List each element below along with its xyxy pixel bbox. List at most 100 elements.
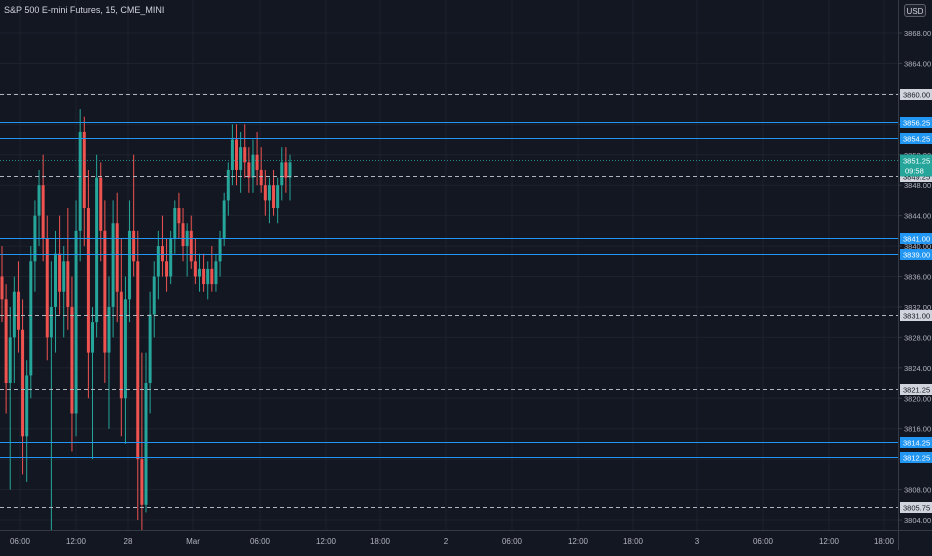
candle-body (251, 154, 255, 178)
candle-body (247, 162, 251, 178)
candle-body (235, 139, 239, 170)
candle-body (66, 261, 70, 307)
chart-pane[interactable]: S&P 500 E-mini Futures, 15, CME_MINI (0, 0, 898, 530)
candle-body (197, 268, 201, 277)
axis-corner (898, 530, 932, 550)
candle-body (152, 276, 156, 315)
price-tick-label: 3868.00 (904, 29, 931, 38)
price-level-label: 3856.25 (903, 119, 930, 128)
candle-body (82, 131, 86, 209)
candle-body (16, 291, 20, 330)
candle-body (74, 230, 78, 414)
candle-body (119, 291, 123, 399)
candle-body (86, 208, 90, 353)
candle-body (25, 375, 29, 437)
candle-body (53, 253, 57, 307)
price-tick-label: 3832.00 (904, 303, 931, 312)
candle-body (230, 139, 234, 170)
price-tick-label: 3824.00 (904, 364, 931, 373)
price-tick-label: 3840.00 (904, 242, 931, 251)
candle-body (107, 306, 111, 353)
time-axis-label: 12:00 (568, 537, 589, 546)
candle-body (226, 169, 230, 201)
candle-body (144, 383, 148, 505)
candle-body (280, 162, 284, 186)
candle-body (173, 208, 177, 239)
candle-body (263, 185, 267, 201)
time-axis-label: 06:00 (502, 537, 523, 546)
price-axis-canvas[interactable]: 3868.003864.003860.003856.003852.003848.… (899, 0, 932, 530)
price-axis[interactable]: 3868.003864.003860.003856.003852.003848.… (898, 0, 932, 530)
candle-body (140, 459, 144, 505)
candle-body (103, 230, 107, 353)
candle-body (214, 261, 218, 285)
price-level-label: 3821.25 (903, 386, 930, 395)
candle-body (276, 185, 280, 209)
currency-badge[interactable]: USD (904, 4, 926, 17)
price-level-label-bg (900, 310, 932, 321)
price-level-label: 3805.75 (903, 504, 930, 513)
time-axis-label: 18:00 (370, 537, 391, 546)
candle-body (206, 268, 210, 285)
candle-body (21, 329, 25, 437)
price-level-label-bg (900, 384, 932, 395)
candle-body (91, 322, 95, 353)
chart-canvas[interactable] (0, 0, 898, 530)
candle-body (267, 185, 271, 201)
price-tick-label: 3804.00 (904, 516, 931, 525)
candle-body (243, 147, 247, 163)
candle-body (202, 268, 206, 285)
candle-body (239, 147, 243, 170)
candle-body (255, 154, 259, 170)
time-axis-label: 12:00 (819, 537, 840, 546)
candle-body (165, 261, 169, 277)
candle-body (62, 261, 66, 292)
price-level-label: 3860.00 (903, 91, 930, 100)
price-level-label: 3854.25 (903, 135, 930, 144)
price-level-label-bg (900, 437, 932, 448)
time-axis-label: 06:00 (10, 537, 31, 546)
candle-body (156, 246, 160, 277)
candle-body (45, 238, 49, 338)
time-axis-label: 28 (124, 537, 133, 546)
candle-body (169, 238, 173, 277)
candle-body (123, 299, 127, 399)
candle-body (12, 291, 16, 338)
candle-body (128, 230, 132, 300)
price-tick-label: 3848.00 (904, 181, 931, 190)
price-level-label: 3831.00 (903, 312, 930, 321)
price-level-label-bg (900, 117, 932, 128)
candle-body (177, 208, 181, 224)
price-tick-label: 3816.00 (904, 425, 931, 434)
candle-body (259, 169, 263, 186)
time-axis-label: Mar (186, 537, 200, 546)
candle-body (0, 276, 4, 300)
candle-body (8, 337, 12, 384)
candle-body (181, 223, 185, 247)
price-level-label: 3849.25 (903, 173, 930, 182)
price-tick-label: 3828.00 (904, 333, 931, 342)
price-level-label-bg (900, 89, 932, 100)
candle-body (115, 223, 119, 292)
candle-body (193, 261, 197, 277)
candle-body (58, 253, 62, 292)
price-level-label-bg (900, 133, 932, 144)
time-axis-label: 06:00 (250, 537, 271, 546)
candle-body (49, 306, 53, 338)
candle-body (95, 177, 99, 323)
price-tick-label: 3808.00 (904, 486, 931, 495)
candle-body (99, 177, 103, 231)
time-axis[interactable]: 06:00 12:00 28 Mar 06:00 12:00 18:00 2 06:00 12:0… (0, 530, 898, 550)
candle-body (37, 185, 41, 216)
price-level-label: 3812.25 (903, 454, 930, 463)
candle-body (222, 200, 226, 239)
candle-body (78, 131, 82, 231)
time-axis-label: 3 (695, 537, 700, 546)
time-axis-canvas[interactable]: 06:00 12:00 28 Mar 06:00 12:00 18:00 2 06:00 12:0… (0, 531, 898, 551)
candle-body (288, 162, 292, 178)
bar-countdown-label: 09:58 (905, 167, 924, 176)
time-axis-label: 18:00 (874, 537, 895, 546)
symbol-legend[interactable]: S&P 500 E-mini Futures, 15, CME_MINI (4, 5, 165, 15)
price-level-label-bg (900, 249, 932, 260)
candle-body (29, 261, 33, 376)
